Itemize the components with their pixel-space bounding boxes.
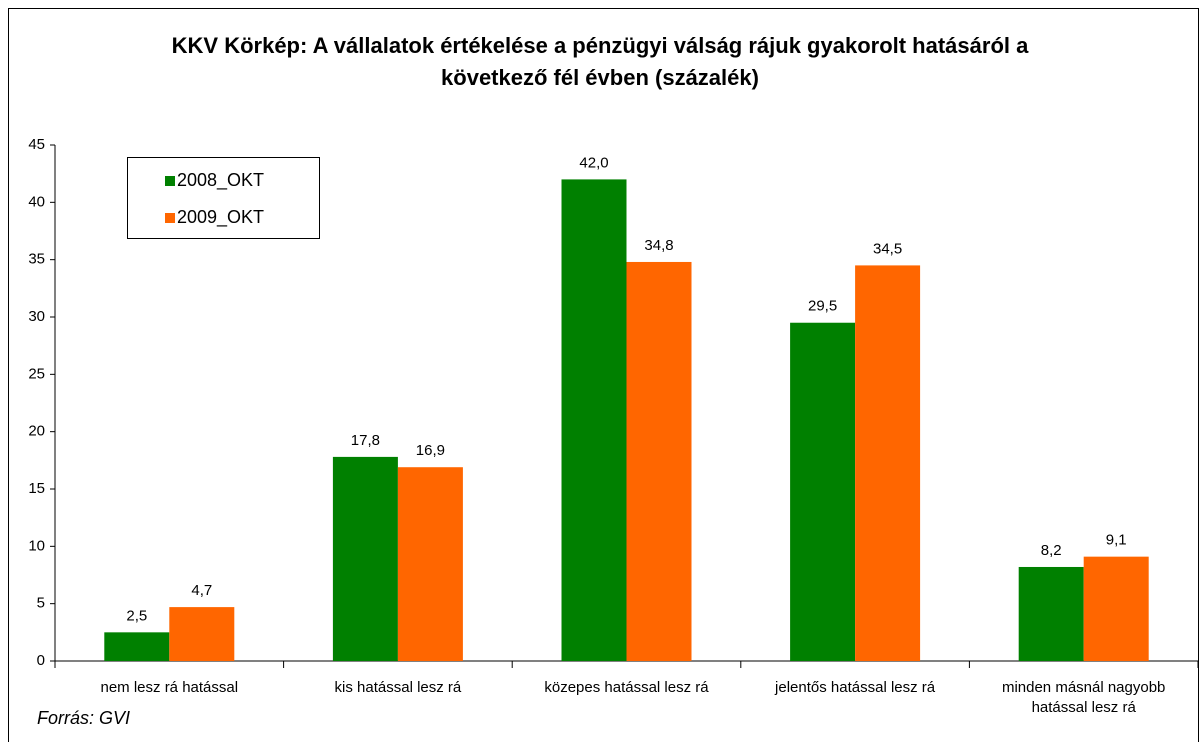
bar [169, 607, 235, 661]
legend-swatch [165, 213, 175, 223]
value-label: 17,8 [351, 432, 380, 449]
value-label: 2,5 [126, 607, 147, 624]
bar [626, 261, 692, 661]
y-tick-label: 25 [28, 365, 45, 382]
bar [855, 265, 921, 661]
bar [104, 632, 170, 661]
bar [1083, 556, 1149, 661]
value-label: 29,5 [808, 298, 837, 315]
y-tick-label: 40 [28, 193, 45, 210]
value-label: 4,7 [191, 582, 212, 599]
y-tick-label: 20 [28, 423, 45, 440]
x-tick-label: kis hatással lesz rá [334, 679, 462, 696]
value-label: 34,8 [644, 237, 673, 254]
x-tick-label: közepes hatással lesz rá [544, 679, 709, 696]
x-tick-label: minden másnál nagyobb hatással lesz rá [1001, 679, 1166, 716]
y-tick-label: 30 [28, 308, 45, 325]
value-label: 42,0 [579, 154, 608, 171]
y-tick-label: 35 [28, 251, 45, 268]
y-tick-label: 0 [37, 652, 45, 669]
y-tick-label: 45 [28, 136, 45, 153]
chart-title: KKV Körkép: A vállalatok értékelése a pé… [171, 33, 1029, 90]
y-tick-label: 5 [37, 595, 45, 612]
bar [561, 179, 627, 661]
legend-label: 2008_OKT [177, 170, 264, 191]
legend-box [127, 157, 320, 239]
legend-label: 2009_OKT [177, 207, 264, 228]
value-label: 34,5 [873, 240, 902, 257]
bar [332, 456, 398, 661]
x-tick-label: jelentős hatással lesz rá [775, 679, 936, 696]
legend-swatch [165, 176, 175, 186]
value-label: 16,9 [416, 442, 445, 459]
bar [790, 322, 856, 661]
y-tick-label: 10 [28, 537, 45, 554]
y-tick-label: 15 [28, 480, 45, 497]
source-note: Forrás: GVI [37, 708, 131, 728]
value-label: 9,1 [1106, 532, 1127, 549]
x-tick-label: nem lesz rá hatással [100, 679, 239, 696]
bar [1018, 566, 1084, 661]
bar [397, 467, 463, 661]
value-label: 8,2 [1041, 542, 1062, 559]
